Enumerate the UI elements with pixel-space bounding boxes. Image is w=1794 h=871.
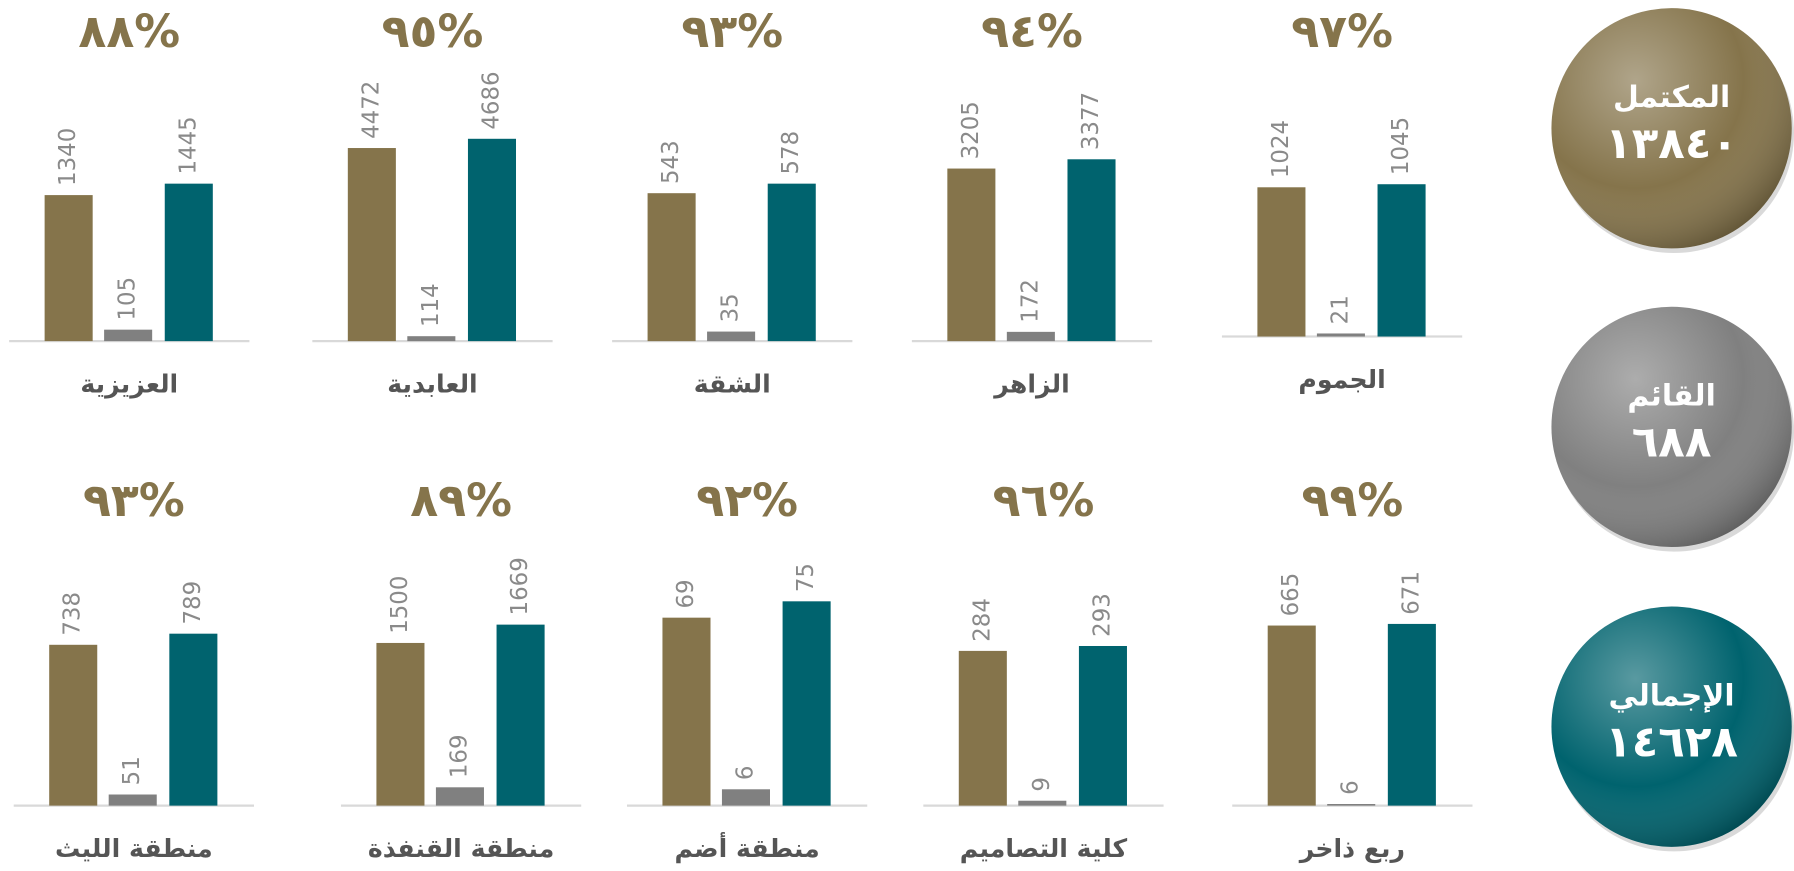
bar <box>947 168 996 342</box>
value-label: 671 <box>1398 571 1424 615</box>
legend-total: ٦٨٨ <box>1632 418 1712 468</box>
chart-label: منطقة الليث <box>55 834 213 863</box>
legend-circle-shine <box>1551 8 1792 249</box>
value-label: 284 <box>969 598 995 642</box>
chart-label: كلية التصاميم <box>960 834 1128 863</box>
bar <box>407 336 456 342</box>
bar <box>44 195 93 342</box>
bar <box>108 794 157 806</box>
bar <box>1078 645 1127 806</box>
chart-title: ٩٦% <box>993 474 1095 527</box>
value-label: 293 <box>1089 593 1115 637</box>
chart-label: ربع ذاخر <box>1298 834 1405 864</box>
bar <box>467 138 517 342</box>
value-label: 578 <box>778 131 804 175</box>
value-label: 4686 <box>478 71 504 129</box>
chart-title: ٨٨% <box>78 5 180 58</box>
chart-label: العزيزية <box>80 370 178 400</box>
value-label: 789 <box>180 581 206 625</box>
chart-label: الشقة <box>694 370 771 399</box>
chart-title: ٨٩% <box>410 474 512 527</box>
value-label: 1340 <box>55 128 81 186</box>
chart-title: ٩٣% <box>681 5 783 58</box>
chart-label: العابدية <box>387 370 477 399</box>
chart-title: ٩٣% <box>83 474 185 527</box>
value-label: 543 <box>658 140 684 184</box>
value-label: 35 <box>718 293 744 322</box>
value-label: 1024 <box>1268 120 1294 178</box>
value-label: 21 <box>1327 295 1353 324</box>
value-label: 1669 <box>507 557 533 615</box>
chart-title: ٩٥% <box>382 5 484 58</box>
legend-total: ١٣٨٤٠ <box>1605 119 1738 169</box>
bar <box>496 624 545 806</box>
legend-name: القائم <box>1627 379 1715 414</box>
bar <box>1377 184 1426 337</box>
legend-circle-shine <box>1551 606 1792 847</box>
chart-label: الجموم <box>1298 365 1385 395</box>
value-label: 3377 <box>1078 92 1104 150</box>
value-label: 738 <box>60 592 86 636</box>
value-label: 6 <box>732 766 758 781</box>
bar <box>707 331 756 342</box>
value-label: 665 <box>1278 573 1304 617</box>
bar <box>376 642 425 806</box>
bar <box>1006 331 1055 342</box>
bar <box>49 644 98 806</box>
bar <box>767 183 816 342</box>
value-label: 1045 <box>1388 117 1414 175</box>
value-label: 3205 <box>958 101 984 159</box>
bar <box>169 633 218 806</box>
bar <box>1327 804 1376 806</box>
legend-name: المكتمل <box>1613 80 1730 115</box>
bar <box>347 148 396 342</box>
chart-title: ٩٤% <box>981 5 1083 58</box>
value-label: 9 <box>1029 777 1055 792</box>
chart-title: ٩٢% <box>696 474 798 527</box>
value-label: 6 <box>1338 780 1364 795</box>
bar <box>435 787 484 806</box>
value-label: 172 <box>1017 279 1043 323</box>
value-label: 105 <box>115 277 141 321</box>
bar <box>662 617 711 806</box>
value-label: 1500 <box>387 576 413 634</box>
chart-title: ٩٩% <box>1302 474 1404 527</box>
bar <box>647 193 696 342</box>
chart-title: ٩٧% <box>1291 5 1393 58</box>
chart-label: منطقة القنفذة <box>368 834 554 863</box>
bar <box>1257 187 1306 337</box>
value-label: 75 <box>793 563 819 592</box>
value-label: 1445 <box>175 116 201 174</box>
legend-circle-shine <box>1551 306 1792 548</box>
value-label: 4472 <box>358 81 384 139</box>
bar <box>1387 623 1436 806</box>
bar <box>1018 800 1067 806</box>
chart-label: الزاهر <box>992 370 1069 400</box>
bar <box>1267 625 1316 806</box>
legend-name: الإجمالي <box>1609 678 1735 713</box>
value-label: 51 <box>119 756 145 785</box>
value-label: 169 <box>446 734 472 778</box>
value-label: 114 <box>418 283 444 327</box>
bar <box>1316 333 1365 337</box>
bar <box>164 183 213 342</box>
value-label: 69 <box>673 579 699 608</box>
legend-total: ١٤٦٢٨ <box>1605 717 1738 767</box>
bar <box>1067 159 1116 342</box>
chart-label: منطقة أضم <box>675 832 820 863</box>
bar <box>782 601 831 806</box>
bar <box>104 329 153 342</box>
bar <box>958 650 1007 806</box>
bar <box>721 789 771 806</box>
